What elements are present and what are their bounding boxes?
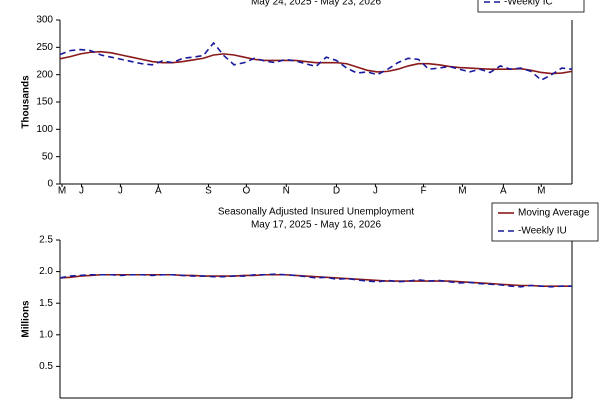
y-tick-label: 0 bbox=[47, 179, 53, 190]
y-tick-label: 150 bbox=[36, 97, 53, 108]
x-tick-label: S bbox=[205, 186, 212, 197]
y-axis-title: Thousands bbox=[21, 75, 32, 129]
legend-label: -Weekly IC bbox=[504, 0, 553, 8]
y-tick-label: 2.5 bbox=[39, 235, 53, 246]
chart-subtitle: May 17, 2025 - May 16, 2026 bbox=[251, 220, 382, 231]
y-axis-title: Millions bbox=[21, 300, 32, 338]
x-tick-label: J bbox=[118, 186, 123, 197]
series-line bbox=[59, 50, 573, 75]
x-tick-label: D bbox=[333, 186, 340, 197]
y-tick-label: 1.5 bbox=[39, 298, 53, 309]
x-tick-label: A bbox=[500, 186, 507, 197]
series-line bbox=[59, 273, 572, 288]
chart-subtitle: May 24, 2025 - May 23, 2026 bbox=[251, 0, 382, 8]
y-tick-label: 2.0 bbox=[39, 266, 53, 277]
x-tick-label: F bbox=[420, 186, 426, 197]
x-tick-label: A bbox=[155, 186, 162, 197]
y-tick-label: 100 bbox=[36, 124, 53, 135]
series-line bbox=[59, 41, 573, 82]
y-tick-label: 300 bbox=[36, 15, 53, 26]
legend-label: Moving Average bbox=[518, 208, 590, 219]
legend-box bbox=[491, 202, 599, 242]
legend-label: -Weekly IU bbox=[518, 226, 567, 237]
series-line bbox=[59, 273, 572, 287]
x-tick-label: J bbox=[373, 186, 378, 197]
y-tick-label: 1.0 bbox=[39, 329, 53, 340]
x-tick-label: N bbox=[283, 186, 290, 197]
x-tick-label: O bbox=[242, 186, 250, 197]
x-tick-label: M bbox=[458, 186, 466, 197]
y-tick-label: 50 bbox=[42, 151, 54, 162]
y-tick-label: 200 bbox=[36, 69, 53, 80]
chart-title: Seasonally Adjusted Insured Unemployment bbox=[218, 207, 414, 218]
y-tick-label: 250 bbox=[36, 42, 53, 53]
x-tick-label: J bbox=[79, 186, 84, 197]
x-tick-label: M bbox=[58, 186, 66, 197]
legend-box bbox=[477, 0, 585, 13]
x-tick-label: M bbox=[537, 186, 545, 197]
y-tick-label: 0.5 bbox=[39, 361, 53, 372]
